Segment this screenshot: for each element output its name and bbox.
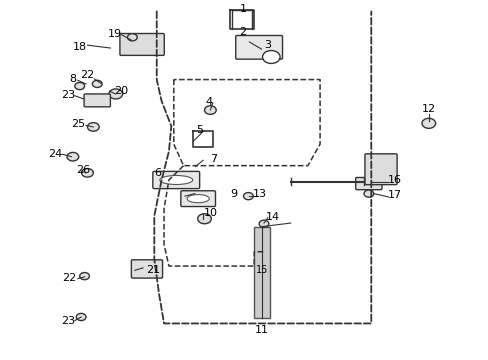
Text: 4: 4 [205, 97, 212, 107]
Text: 25: 25 [71, 120, 84, 129]
FancyBboxPatch shape [84, 94, 110, 107]
Ellipse shape [187, 194, 209, 203]
Text: 16: 16 [387, 175, 401, 185]
Text: 18: 18 [73, 42, 87, 52]
Text: 15: 15 [255, 265, 268, 275]
Text: 2: 2 [239, 27, 246, 37]
Text: 20: 20 [114, 86, 128, 96]
Text: 19: 19 [108, 29, 122, 39]
Text: 10: 10 [203, 208, 217, 218]
Circle shape [87, 123, 99, 131]
Circle shape [243, 193, 253, 200]
Text: 24: 24 [48, 149, 62, 159]
Text: 17: 17 [387, 190, 401, 200]
Text: 6: 6 [154, 168, 161, 178]
Text: 21: 21 [145, 265, 160, 275]
Text: 13: 13 [253, 189, 266, 199]
Circle shape [127, 34, 137, 41]
FancyBboxPatch shape [131, 260, 162, 278]
Circle shape [259, 220, 268, 227]
Text: 11: 11 [255, 325, 268, 335]
Text: 5: 5 [196, 125, 203, 135]
FancyBboxPatch shape [181, 191, 215, 207]
Text: 1: 1 [239, 4, 246, 14]
Circle shape [76, 314, 86, 320]
Text: 9: 9 [230, 189, 237, 199]
FancyBboxPatch shape [355, 177, 381, 190]
Ellipse shape [160, 175, 192, 185]
Text: 7: 7 [209, 154, 216, 164]
Circle shape [262, 50, 280, 63]
Text: 3: 3 [264, 40, 271, 50]
Circle shape [92, 80, 102, 87]
Circle shape [109, 89, 122, 99]
Circle shape [75, 82, 84, 90]
Text: 14: 14 [265, 212, 279, 221]
FancyBboxPatch shape [153, 171, 199, 189]
Text: 8: 8 [69, 74, 76, 84]
Circle shape [363, 190, 373, 197]
Circle shape [197, 214, 211, 224]
Circle shape [67, 152, 79, 161]
Text: 22: 22 [61, 273, 76, 283]
FancyBboxPatch shape [235, 36, 282, 59]
Text: 12: 12 [421, 104, 435, 114]
Bar [254, 226, 269, 318]
Text: 23: 23 [61, 316, 75, 325]
Circle shape [204, 106, 216, 114]
FancyBboxPatch shape [120, 33, 164, 55]
Text: 26: 26 [76, 165, 90, 175]
Circle shape [421, 118, 435, 129]
FancyBboxPatch shape [364, 154, 396, 185]
Text: 23: 23 [61, 90, 75, 100]
Text: 22: 22 [80, 70, 94, 80]
Circle shape [80, 273, 89, 280]
Circle shape [81, 168, 93, 177]
